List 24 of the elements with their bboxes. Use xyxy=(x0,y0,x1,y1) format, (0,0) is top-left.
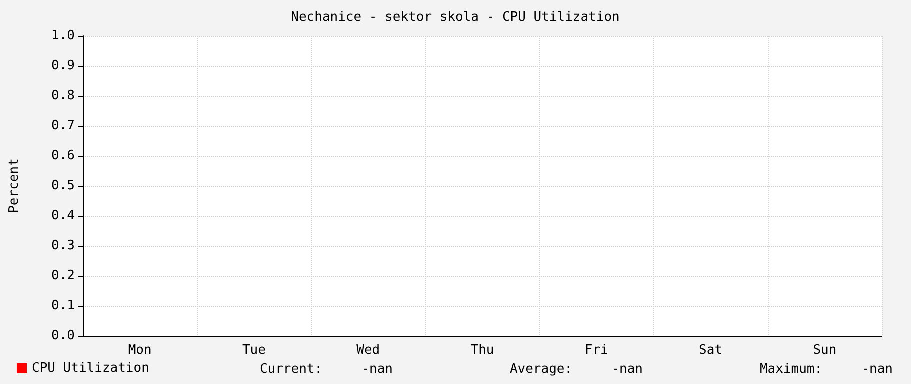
x-tick-label: Wed xyxy=(356,343,380,358)
x-tick-label: Thu xyxy=(470,343,494,358)
legend-label: CPU Utilization xyxy=(32,361,150,376)
y-axis-title: Percent xyxy=(7,158,22,214)
x-tick-label: Mon xyxy=(128,343,152,358)
y-tick-label: 0.4 xyxy=(52,208,76,224)
x-tick-label: Tue xyxy=(242,343,266,358)
y-tick-label: 0.9 xyxy=(52,58,75,74)
x-tick-label: Sun xyxy=(813,343,837,358)
y-tick-label: 0.2 xyxy=(52,268,75,284)
y-tick-label: 0.7 xyxy=(52,118,75,134)
y-tick-label: 0.5 xyxy=(52,178,75,194)
y-tick-label: 0.3 xyxy=(52,238,75,254)
x-tick-label: Fri xyxy=(584,343,608,358)
text: Average: -nan xyxy=(510,362,644,377)
y-tick-label: 0.1 xyxy=(52,298,75,314)
y-tick-label: 0.0 xyxy=(52,328,75,344)
y-tick-label: 0.8 xyxy=(52,88,75,104)
x-tick-label: Sat xyxy=(699,343,723,358)
text: Maximum: -nan xyxy=(760,362,894,377)
chart-title: Nechanice - sektor skola - CPU Utilization xyxy=(291,10,620,25)
text: Current: -nan xyxy=(260,362,394,377)
y-tick-label: 0.6 xyxy=(52,148,75,164)
y-tick-label: 1.0 xyxy=(52,28,75,44)
